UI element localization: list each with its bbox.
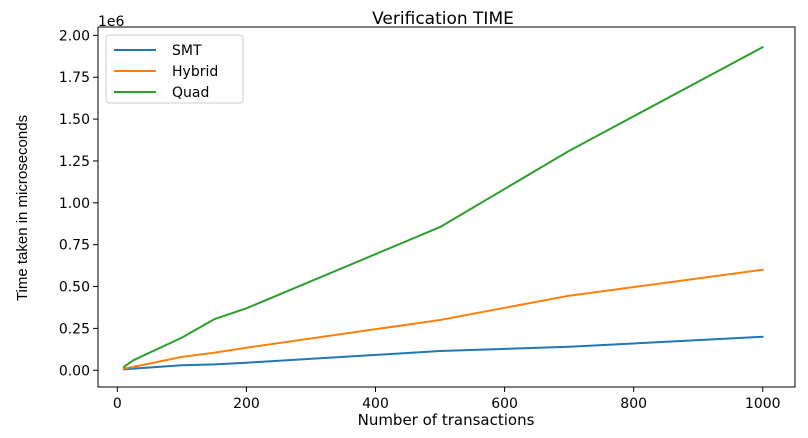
- y-tick-label: 1.75: [59, 70, 90, 86]
- x-axis-label: Number of transactions: [358, 411, 535, 429]
- chart-title: Verification TIME: [372, 9, 514, 29]
- x-tick-label: 600: [491, 396, 518, 412]
- y-tick-label: 0.50: [59, 280, 90, 296]
- x-tick-label: 800: [620, 396, 647, 412]
- legend-label-hybrid: Hybrid: [172, 64, 218, 80]
- plot-frame: [97, 26, 796, 388]
- series-line-smt: [122, 335, 764, 371]
- series-line-quad: [122, 46, 764, 368]
- x-axis: 0 200 400 600 800 1000: [113, 387, 781, 412]
- y-tick-label: 0.75: [59, 238, 90, 254]
- legend-box: [105, 34, 244, 104]
- y-tick-label: 1.25: [59, 154, 90, 170]
- legend-label-quad: Quad: [172, 85, 209, 101]
- legend: SMT Hybrid Quad: [105, 34, 244, 104]
- y-axis: 0.00 0.25 0.50 0.75 1.00 1.25 1.50 1.75 2.00: [59, 28, 98, 379]
- x-tick-label: 1000: [745, 396, 781, 412]
- series-lines: [122, 46, 764, 371]
- y-axis-label: Time taken in microseconds: [14, 115, 31, 301]
- y-tick-label: 0.00: [59, 363, 90, 379]
- y-tick-label: 2.00: [59, 28, 90, 44]
- y-offset-label: 1e6: [98, 14, 125, 30]
- series-line-hybrid: [122, 268, 764, 370]
- y-tick-label: 1.00: [59, 196, 90, 212]
- x-tick-label: 400: [362, 396, 389, 412]
- y-tick-label: 0.25: [59, 321, 90, 337]
- y-tick-label: 1.50: [59, 112, 90, 128]
- legend-label-smt: SMT: [172, 43, 202, 59]
- x-tick-label: 0: [113, 396, 122, 412]
- x-tick-label: 200: [233, 396, 260, 412]
